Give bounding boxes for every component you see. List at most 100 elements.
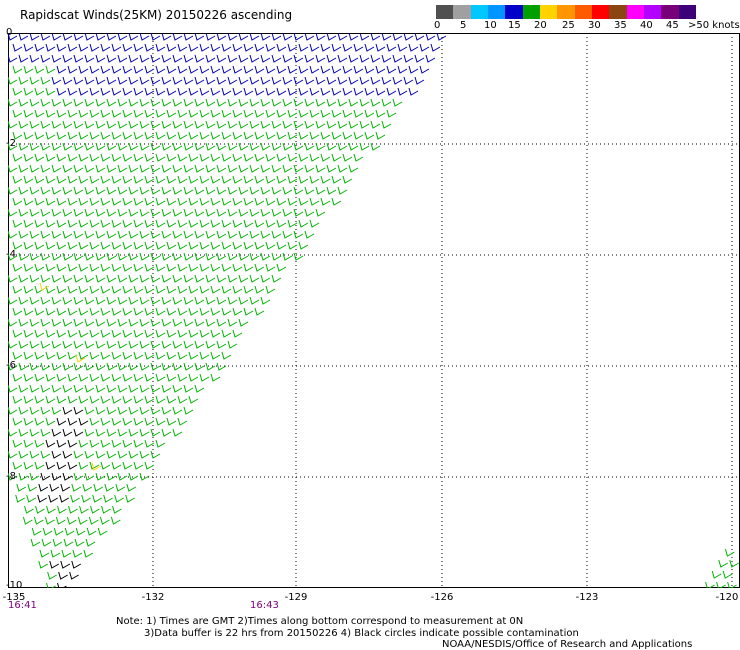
wind-barb bbox=[298, 43, 309, 52]
wind-barb bbox=[67, 87, 78, 96]
wind-barb bbox=[8, 33, 18, 41]
wind-barb bbox=[84, 98, 95, 107]
lat-label-minus8: -8 bbox=[6, 471, 16, 482]
wind-barb bbox=[84, 230, 95, 239]
wind-barb bbox=[12, 197, 23, 206]
wind-barb bbox=[155, 307, 166, 316]
wind-barb bbox=[62, 208, 73, 217]
wind-barb bbox=[100, 373, 111, 382]
wind-barb bbox=[293, 33, 304, 41]
wind-barb bbox=[430, 43, 441, 52]
wind-barb bbox=[29, 406, 40, 415]
wind-barb bbox=[122, 153, 133, 162]
wind-barb bbox=[276, 87, 287, 96]
wind-barb bbox=[331, 131, 342, 140]
wind-barb bbox=[326, 54, 337, 63]
wind-barb bbox=[375, 131, 386, 140]
wind-barb bbox=[122, 43, 133, 52]
wind-barb bbox=[71, 560, 82, 569]
wind-barb bbox=[67, 285, 78, 294]
wind-barb bbox=[260, 230, 271, 239]
wind-barb bbox=[133, 109, 144, 118]
wind-barb bbox=[348, 76, 359, 85]
wind-barb bbox=[40, 186, 51, 195]
colorbar-label: 45 bbox=[666, 20, 679, 31]
wind-barb bbox=[18, 428, 29, 437]
wind-barb bbox=[133, 285, 144, 294]
wind-barb bbox=[359, 33, 370, 41]
wind-barb bbox=[205, 340, 216, 349]
wind-barb bbox=[128, 296, 139, 305]
wind-barb bbox=[161, 252, 172, 261]
wind-barb bbox=[183, 274, 194, 283]
wind-barb bbox=[304, 54, 315, 63]
wind-barb bbox=[89, 395, 100, 404]
wind-barb bbox=[238, 142, 249, 151]
wind-barb bbox=[161, 274, 172, 283]
wind-barb bbox=[320, 87, 331, 96]
colorbar-swatch bbox=[539, 5, 558, 19]
wind-barb bbox=[172, 98, 183, 107]
wind-barb bbox=[232, 153, 243, 162]
wind-barb bbox=[144, 241, 155, 250]
wind-barb bbox=[51, 318, 62, 327]
wind-barb bbox=[88, 516, 99, 525]
wind-barb bbox=[408, 43, 419, 52]
wind-barb bbox=[155, 109, 166, 118]
wind-barb bbox=[188, 307, 199, 316]
wind-barb bbox=[144, 87, 155, 96]
wind-barb bbox=[12, 131, 23, 140]
wind-barb bbox=[133, 153, 144, 162]
wind-barb bbox=[337, 76, 348, 85]
wind-barb bbox=[309, 175, 320, 184]
colorbar-swatch bbox=[609, 5, 627, 19]
wind-barb bbox=[40, 164, 51, 173]
colorbar-label: 25 bbox=[562, 20, 575, 31]
wind-barb bbox=[370, 142, 381, 151]
wind-barb bbox=[353, 131, 364, 140]
wind-barb bbox=[188, 285, 199, 294]
wind-barb bbox=[111, 373, 122, 382]
wind-barb bbox=[276, 131, 287, 140]
wind-barb bbox=[172, 120, 183, 129]
wind-barb bbox=[91, 462, 102, 471]
wind-barb bbox=[62, 384, 73, 393]
wind-barb bbox=[122, 307, 133, 316]
wind-barb bbox=[370, 54, 381, 63]
wind-barb bbox=[238, 76, 249, 85]
wind-barb bbox=[106, 33, 117, 41]
wind-barb bbox=[199, 65, 210, 74]
colorbar-swatch bbox=[505, 5, 523, 19]
wind-barb bbox=[62, 318, 73, 327]
wind-barb bbox=[122, 65, 133, 74]
wind-barb bbox=[249, 186, 260, 195]
wind-barb bbox=[249, 76, 260, 85]
wind-barb bbox=[150, 230, 161, 239]
wind-barb bbox=[73, 54, 84, 63]
wind-barb bbox=[89, 131, 100, 140]
wind-barb bbox=[78, 285, 89, 294]
wind-barb bbox=[73, 230, 84, 239]
wind-barb bbox=[166, 131, 177, 140]
wind-barb bbox=[104, 483, 115, 492]
wind-barb bbox=[67, 153, 78, 162]
wind-barb bbox=[249, 33, 260, 41]
wind-barb bbox=[100, 197, 111, 206]
wind-barb bbox=[161, 362, 172, 371]
wind-barb bbox=[100, 65, 111, 74]
wind-barb bbox=[128, 340, 139, 349]
wind-barb bbox=[155, 329, 166, 338]
wind-barb bbox=[183, 142, 194, 151]
wind-barb bbox=[144, 131, 155, 140]
wind-barb bbox=[67, 461, 78, 470]
wind-barb bbox=[144, 285, 155, 294]
wind-barb bbox=[78, 153, 89, 162]
wind-barb bbox=[51, 428, 62, 437]
colorbar-label: 0 bbox=[434, 20, 441, 31]
wind-barb bbox=[56, 109, 67, 118]
wind-barb bbox=[381, 98, 392, 107]
wind-barb bbox=[133, 65, 144, 74]
wind-barb bbox=[254, 219, 265, 228]
wind-barb bbox=[188, 43, 199, 52]
wind-barb bbox=[56, 219, 67, 228]
